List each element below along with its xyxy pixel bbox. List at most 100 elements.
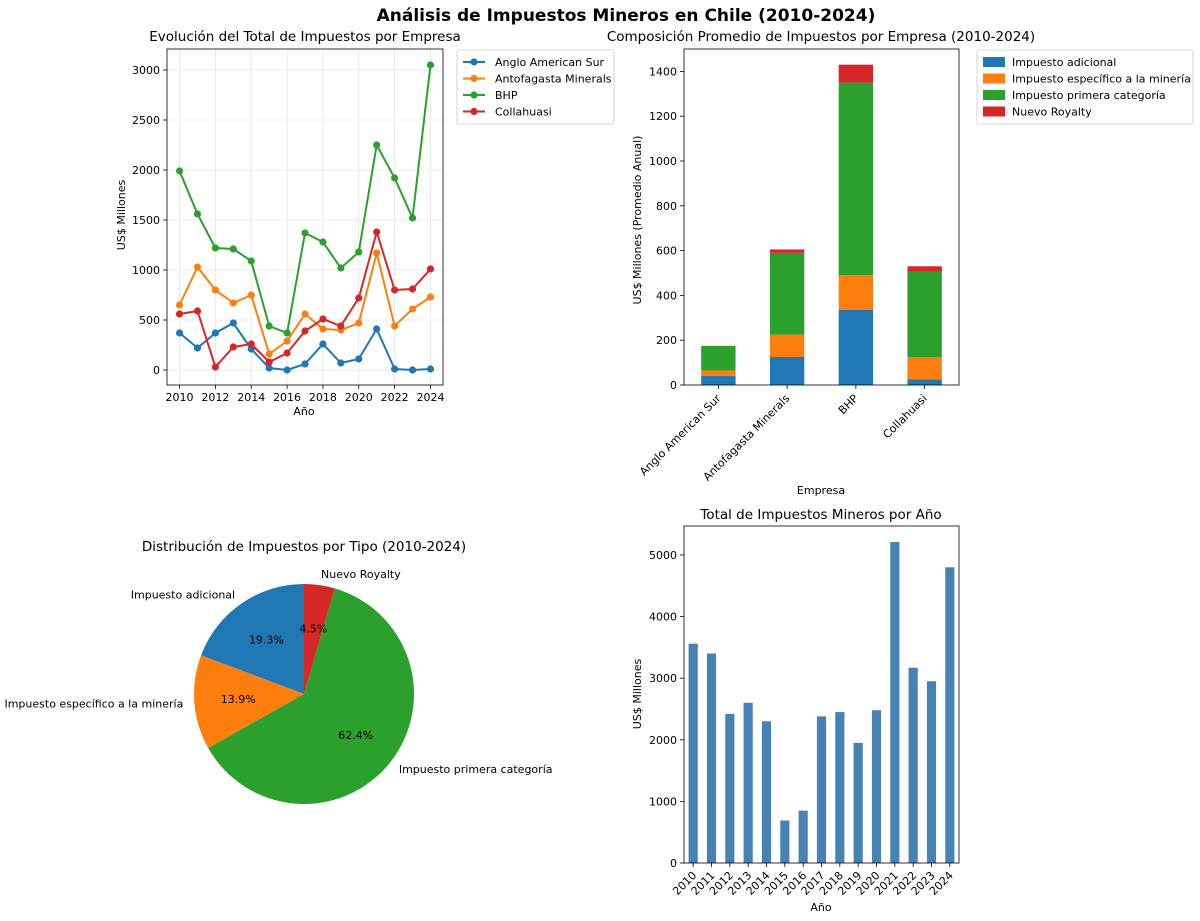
x-tick-label: 2014 (237, 391, 265, 404)
stacked-bar-segment-impuesto-especifico-a-la-mineria (701, 370, 736, 377)
data-point-collahuasi (337, 322, 345, 330)
legend-marker-anglo-american-sur (470, 58, 478, 66)
legend-swatch-impuesto-primera-categoria (983, 90, 1005, 100)
data-point-antofagasta-minerals (283, 337, 291, 345)
legend-marker-bhp (470, 91, 478, 99)
line-chart-ylabel: US$ Millones (115, 180, 128, 251)
data-point-collahuasi (355, 294, 363, 302)
pie-percent-label: 4.5% (299, 623, 327, 636)
y-tick-label: 3000 (132, 64, 160, 77)
data-point-anglo-american-sur (408, 366, 417, 374)
legend-label: Impuesto primera categoría (1012, 89, 1166, 102)
x-tick-label: Collahuasi (880, 392, 929, 441)
legend-label: Collahuasi (495, 106, 552, 119)
data-point-collahuasi (408, 285, 417, 293)
stacked-bar-segment-impuesto-especifico-a-la-mineria (907, 357, 942, 380)
stacked-bar-segment-nuevo-royalty (838, 64, 874, 83)
data-point-antofagasta-minerals (193, 263, 202, 271)
y-tick-label: 1500 (132, 214, 160, 227)
yearly-bar-title: Total de Impuestos Mineros por Año (699, 507, 941, 523)
data-point-bhp (283, 329, 291, 337)
plot-frame (166, 48, 444, 386)
data-point-bhp (247, 257, 255, 265)
data-point-collahuasi (247, 340, 255, 348)
stacked-bar-xlabel: Empresa (797, 484, 845, 497)
year-bar-2014 (761, 721, 772, 863)
stacked-bar-segment-impuesto-adicional (838, 309, 874, 385)
pie-chart-panel: Distribución de Impuestos por Tipo (2010… (4, 539, 553, 805)
data-point-bhp (175, 167, 184, 175)
pie-slice-label: Impuesto específico a la minería (4, 697, 183, 710)
data-point-anglo-american-sur (373, 325, 381, 333)
year-bar-2019 (853, 742, 863, 863)
y-tick-label: 1000 (649, 795, 677, 808)
year-bar-2013 (743, 702, 753, 863)
legend-label: Antofagasta Minerals (495, 73, 612, 86)
year-bar-2017 (816, 716, 827, 863)
data-point-anglo-american-sur (265, 364, 273, 372)
yearly-bar-xlabel: Año (810, 901, 831, 914)
y-tick-label: 1000 (132, 264, 160, 277)
stacked-bar-segment-impuesto-primera-categoria (701, 345, 736, 371)
data-point-bhp (373, 141, 381, 149)
legend-label: Anglo American Sur (495, 56, 605, 69)
x-tick-label: 2020 (345, 391, 373, 404)
data-point-bhp (319, 238, 327, 246)
stacked-bar-segment-impuesto-primera-categoria (769, 252, 805, 335)
data-point-collahuasi (229, 343, 237, 351)
data-point-antofagasta-minerals (175, 301, 184, 309)
stacked-bar-segment-nuevo-royalty (769, 249, 805, 253)
year-bar-2012 (725, 713, 735, 863)
stacked-bar-segment-impuesto-primera-categoria (907, 271, 942, 357)
legend-marker-collahuasi (470, 107, 478, 116)
legend-swatch-impuesto-adicional (983, 57, 1005, 67)
data-point-anglo-american-sur (211, 329, 219, 337)
y-tick-label: 0 (153, 364, 160, 377)
data-point-anglo-american-sur (337, 359, 345, 367)
y-tick-label: 400 (656, 289, 677, 302)
data-point-antofagasta-minerals (265, 350, 273, 358)
legend-label: Impuesto adicional (1012, 56, 1116, 69)
data-point-collahuasi (391, 286, 399, 294)
data-point-collahuasi (175, 310, 184, 318)
legend-swatch-impuesto-especifico-a-la-mineria (983, 73, 1005, 84)
year-bar-2022 (908, 667, 918, 863)
data-point-antofagasta-minerals (355, 319, 363, 327)
data-point-bhp (355, 248, 363, 256)
legend-box (976, 49, 1194, 125)
stacked-bar-segment-impuesto-adicional (907, 379, 942, 385)
data-point-bhp (211, 244, 219, 252)
yearly-bar-panel: Total de Impuestos Mineros por Año US$ M… (631, 507, 960, 914)
data-point-anglo-american-sur (229, 319, 237, 327)
yearly-bar-ylabel: US$ Millones (631, 659, 644, 730)
stacked-bar-segment-impuesto-especifico-a-la-mineria (769, 334, 805, 357)
y-tick-label: 4000 (649, 611, 677, 624)
data-point-antofagasta-minerals (408, 305, 417, 313)
data-point-anglo-american-sur (301, 360, 309, 368)
data-point-anglo-american-sur (391, 365, 399, 373)
data-point-antofagasta-minerals (373, 249, 381, 257)
data-point-collahuasi (265, 358, 273, 366)
line-chart-xlabel: Año (293, 405, 314, 418)
data-point-collahuasi (426, 265, 435, 273)
y-tick-label: 500 (139, 314, 160, 327)
line-chart-title: Evolución del Total de Impuestos por Emp… (149, 29, 461, 45)
stacked-bar-segment-impuesto-primera-categoria (838, 82, 874, 276)
year-bar-2018 (835, 712, 845, 863)
data-point-collahuasi (319, 315, 327, 323)
legend-label: Nuevo Royalty (1012, 106, 1092, 119)
data-point-antofagasta-minerals (426, 293, 435, 301)
pie-slice-label: Nuevo Royalty (321, 568, 401, 581)
year-bar-2011 (706, 653, 717, 863)
data-point-anglo-american-sur (283, 366, 291, 374)
pie-percent-label: 13.9% (221, 693, 256, 706)
data-point-collahuasi (373, 228, 381, 236)
data-point-bhp (426, 61, 435, 69)
pie-chart-title: Distribución de Impuestos por Tipo (2010… (142, 539, 466, 555)
pie-slice-label: Impuesto primera categoría (399, 763, 553, 776)
line-chart-panel: Evolución del Total de Impuestos por Emp… (115, 29, 615, 418)
plot-frame (683, 48, 960, 386)
year-bar-2010 (688, 643, 698, 863)
y-tick-label: 2500 (132, 114, 160, 127)
